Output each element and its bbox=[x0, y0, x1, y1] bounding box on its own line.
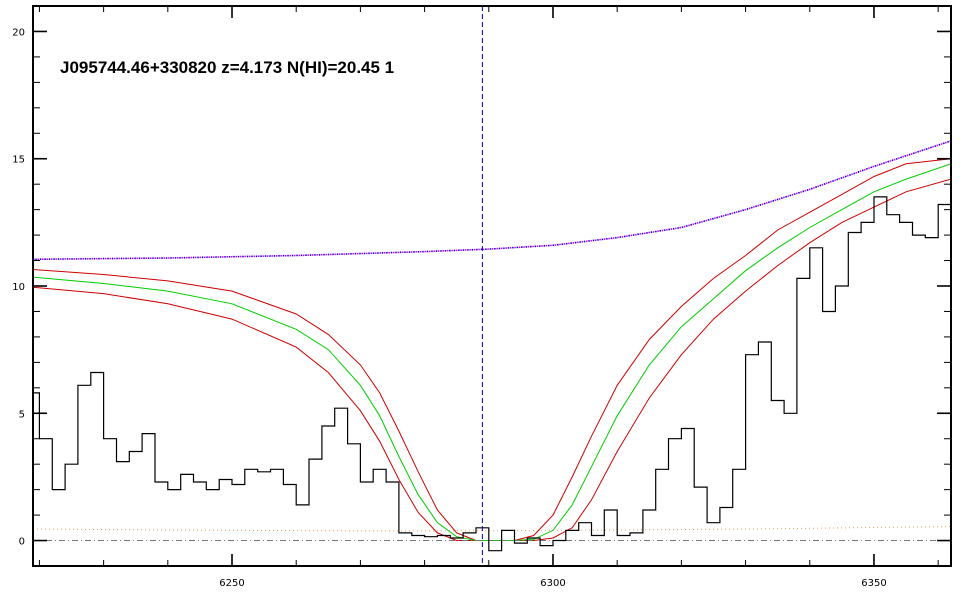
flux-step-line bbox=[33, 196, 951, 552]
continuum-layer bbox=[33, 140, 951, 261]
x-tick-label: 6250 bbox=[219, 578, 244, 589]
y-tick-label: 0 bbox=[19, 537, 25, 548]
plot-frame bbox=[32, 5, 952, 567]
y-tick-label: 20 bbox=[12, 27, 25, 38]
fit-line bbox=[33, 163, 951, 541]
y-tick-label: 5 bbox=[19, 409, 25, 420]
fit-bounds-layer bbox=[33, 158, 951, 541]
chart-title: J095744.46+330820 z=4.173 N(HI)=20.45 1 bbox=[60, 58, 394, 77]
fit-lower-bound-line bbox=[33, 178, 951, 541]
y-tick-label: 15 bbox=[12, 155, 25, 166]
fit-layer bbox=[33, 163, 951, 541]
continuum-line bbox=[33, 140, 951, 261]
flux-layer bbox=[33, 196, 951, 552]
y-tick-label: 10 bbox=[12, 282, 25, 293]
x-tick-label: 6300 bbox=[540, 578, 565, 589]
error-layer bbox=[33, 526, 951, 532]
error-series-line bbox=[33, 526, 951, 532]
continuum-line-alt bbox=[33, 140, 951, 261]
fit-upper-bound-line bbox=[33, 158, 951, 541]
axes-layer: 6250 6300 6350 0 5 10 15 20 bbox=[12, 5, 952, 589]
x-tick-label: 6350 bbox=[861, 578, 886, 589]
